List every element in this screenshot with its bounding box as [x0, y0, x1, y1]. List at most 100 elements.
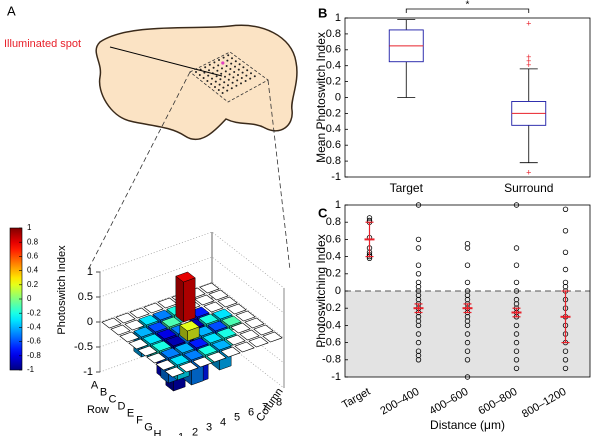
flier: + — [526, 52, 531, 62]
spot — [216, 69, 219, 72]
z-tick-label: 0.5 — [78, 291, 93, 303]
bar — [203, 301, 224, 313]
bar-face — [188, 337, 209, 349]
bar-face — [152, 309, 173, 321]
bar — [226, 303, 247, 315]
data-point — [562, 266, 569, 273]
bar-face — [165, 335, 186, 347]
data-point — [513, 348, 520, 354]
bar-face — [211, 339, 232, 351]
bar — [175, 271, 196, 323]
bar-tile — [217, 296, 238, 308]
colorbar-tick-label: 0 — [27, 294, 32, 303]
bar-tile — [164, 366, 185, 378]
colorbar-tick-label: 0.8 — [27, 237, 39, 246]
data-point — [513, 331, 520, 337]
column-label: 8 — [276, 396, 282, 408]
x-tick-label: 800–1200 — [520, 386, 568, 421]
spot — [208, 63, 211, 66]
bar-face — [179, 320, 200, 332]
panel-label: C — [318, 205, 328, 220]
bar-face — [160, 347, 181, 359]
bar — [192, 356, 213, 368]
bar-tile — [234, 341, 255, 353]
y-tick-label: 0 — [335, 285, 341, 297]
y-tick-label: 0.2 — [326, 76, 341, 88]
spot — [221, 67, 223, 70]
y-tick-label: -0.4 — [322, 319, 341, 331]
data-point — [562, 357, 569, 363]
colorbar-tick-label: -0.8 — [27, 351, 41, 360]
spot-grid — [195, 54, 256, 94]
grid-line — [99, 331, 285, 389]
colorbar-tick-label: 0.2 — [27, 280, 39, 289]
spot — [220, 72, 223, 75]
colorbar-tick-label: -0.6 — [27, 337, 41, 346]
bar — [248, 336, 269, 348]
bar-tile — [143, 302, 164, 314]
data-point — [513, 245, 520, 251]
row-label: F — [136, 414, 143, 426]
y-tick-label: 0.6 — [326, 233, 341, 245]
bar-tile — [208, 289, 229, 301]
bar — [235, 310, 256, 322]
y-tick-label: 0.6 — [326, 44, 341, 56]
bar-tile — [262, 331, 283, 343]
spot — [195, 71, 197, 73]
spot — [237, 68, 240, 71]
spot — [218, 59, 220, 61]
bar — [146, 352, 167, 364]
colorbar-tick-label: -0.2 — [27, 308, 41, 317]
bar-tile — [226, 303, 247, 315]
bar — [124, 319, 145, 331]
spot — [227, 78, 230, 81]
flier: + — [526, 60, 531, 70]
data-point — [464, 348, 471, 354]
row-label: A — [91, 379, 99, 391]
data-point — [415, 331, 422, 337]
bar-tile — [230, 322, 251, 334]
spot — [203, 71, 206, 74]
spot — [224, 70, 227, 73]
bar-face — [175, 275, 184, 323]
bar — [208, 289, 229, 301]
spot — [207, 74, 210, 77]
spot — [231, 57, 233, 60]
spot — [230, 87, 233, 90]
data-point — [513, 262, 520, 268]
bar — [217, 296, 238, 308]
bar-face — [133, 326, 154, 338]
significance-bracket — [405, 8, 530, 13]
bar — [194, 294, 215, 306]
bar-face — [198, 313, 219, 325]
spot — [246, 69, 249, 72]
x-tick-label: 600–800 — [476, 386, 519, 418]
bar-tile — [206, 351, 227, 363]
bar-face — [183, 349, 204, 361]
bar — [101, 317, 122, 329]
y-tick-label: -1 — [331, 171, 341, 183]
data-point — [415, 339, 422, 346]
x-axis-label: Distance (μm) — [430, 418, 505, 432]
annotation: Illuminated spot — [4, 38, 81, 50]
data-point — [415, 245, 422, 251]
data-point — [513, 365, 520, 372]
bar — [115, 312, 136, 324]
spot — [249, 77, 252, 80]
bar-face — [175, 271, 196, 283]
spot — [237, 74, 239, 76]
bar-tile — [124, 319, 145, 331]
y-tick-label: -0.8 — [322, 354, 341, 366]
bar — [155, 359, 176, 371]
bar-face — [161, 316, 182, 328]
bar-face — [183, 277, 196, 323]
bar-tile — [155, 359, 176, 371]
bar-tile — [194, 294, 215, 306]
bar — [262, 331, 283, 343]
bar — [225, 334, 246, 346]
x-tick-label: 200–400 — [378, 386, 421, 418]
spot — [212, 66, 215, 69]
colorbar-tick-label: 0.6 — [27, 252, 39, 261]
spot — [234, 60, 237, 63]
bar — [137, 345, 158, 357]
